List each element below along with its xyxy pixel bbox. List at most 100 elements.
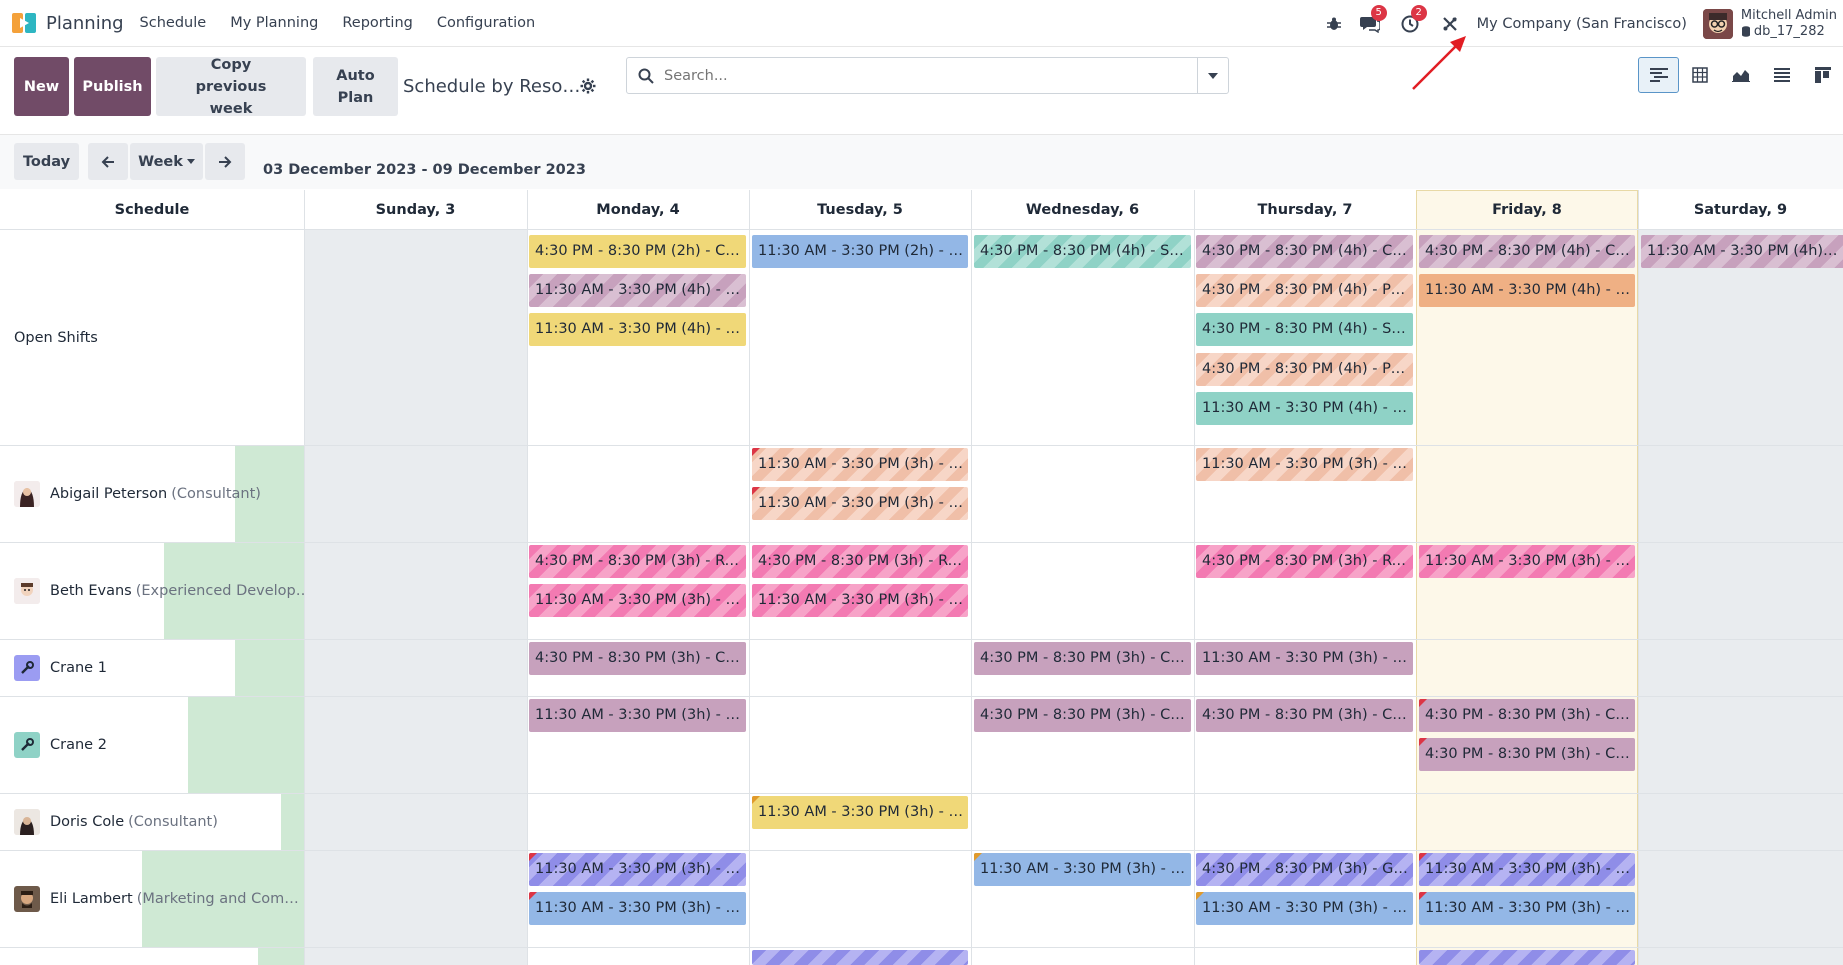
- shift-pill[interactable]: 4:30 PM - 8:30 PM (4h) - Sca…: [1196, 313, 1413, 346]
- previous-button[interactable]: [88, 143, 128, 180]
- shift-label: 4:30 PM - 8:30 PM (3h) - Ge…: [1202, 861, 1413, 877]
- shift-pill[interactable]: 4:30 PM - 8:30 PM (2h) - Co…: [529, 235, 746, 268]
- next-button[interactable]: [205, 143, 245, 180]
- resource-name: Doris Cole: [50, 814, 125, 830]
- kanban-view-icon[interactable]: [1802, 57, 1843, 93]
- shift-label: 11:30 AM - 3:30 PM (4h) - D…: [1425, 282, 1635, 298]
- header-tuesday: Tuesday, 5: [749, 190, 971, 230]
- menu-configuration[interactable]: Configuration: [436, 15, 536, 31]
- row-label: Crane 2: [0, 697, 304, 793]
- shift-pill[interactable]: 4:30 PM - 8:30 PM (3h) - Crane: [1196, 699, 1413, 732]
- new-button[interactable]: New: [14, 57, 69, 116]
- shift-pill[interactable]: 4:30 PM - 8:30 PM (4h) - Sca…: [974, 235, 1191, 268]
- shift-label: 4:30 PM - 8:30 PM (4h) - Crane: [1202, 243, 1413, 259]
- shift-pill[interactable]: 11:30 AM - 3:30 PM (3h) - R…: [752, 584, 968, 617]
- shift-pill[interactable]: 4:30 PM - 8:30 PM (3h) - Crane: [1419, 738, 1635, 771]
- shift-pill[interactable]: 11:30 AM - 3:30 PM (4h) - Cr…: [1641, 235, 1843, 268]
- menu-reporting[interactable]: Reporting: [342, 15, 413, 31]
- list-view-icon[interactable]: [1761, 57, 1802, 93]
- messages-badge: 5: [1370, 4, 1387, 21]
- column-divider: [527, 190, 528, 965]
- shift-label: 11:30 AM - 3:30 PM (3h) - M…: [980, 861, 1191, 877]
- shift-pill[interactable]: 11:30 AM - 3:30 PM (3h) - Cr…: [529, 699, 746, 732]
- shift-pill[interactable]: 4:30 PM - 8:30 PM (3h) - Crane: [529, 642, 746, 675]
- shift-pill[interactable]: 11:30 AM - 3:30 PM (3h) - Cr…: [1196, 642, 1413, 675]
- gantt-row-crane-1: Crane 1: [0, 640, 1843, 697]
- shift-pill[interactable]: 4:30 PM - 8:30 PM (3h) - Crane: [974, 642, 1191, 675]
- shift-pill[interactable]: 11:30 AM - 3:30 PM (4h) - D…: [1419, 274, 1635, 307]
- shift-pill[interactable]: 11:30 AM - 3:30 PM (3h) - G…: [1419, 853, 1635, 886]
- shift-pill[interactable]: 11:30 AM - 3:30 PM (3h) - G…: [752, 487, 968, 520]
- activities-clock-icon[interactable]: 2: [1399, 4, 1427, 35]
- shift-pill[interactable]: 4:30 PM - 8:30 PM (3h) - Crane: [1419, 699, 1635, 732]
- header-sunday: Sunday, 3: [304, 190, 527, 230]
- view-title: Schedule by Reso…: [403, 76, 581, 97]
- shift-pill[interactable]: 11:30 AM - 3:30 PM (3h) - R…: [529, 584, 746, 617]
- copy-previous-week-button[interactable]: Copy previous week: [156, 57, 306, 117]
- avatar: [14, 481, 40, 507]
- messages-icon[interactable]: 5: [1359, 4, 1387, 35]
- debug-bug-icon[interactable]: [1323, 13, 1345, 35]
- shift-label: 4:30 PM - 8:30 PM (4h) - Sca…: [980, 243, 1191, 259]
- shift-pill[interactable]: 4:30 PM - 8:30 PM (3h) - Re…: [752, 545, 968, 578]
- resource-role: (Marketing and Com…: [136, 891, 299, 907]
- shift-pill[interactable]: 11:30 AM - 3:30 PM (3h) - C…: [752, 796, 968, 829]
- header-monday: Monday, 4: [527, 190, 749, 230]
- shift-pill[interactable]: 11:30 AM - 3:30 PM (4h) - Sc…: [1196, 392, 1413, 425]
- shift-pill[interactable]: 4:30 PM - 8:30 PM (3h) - Ge…: [1196, 853, 1413, 886]
- shift-pill[interactable]: 11:30 AM - 3:30 PM (3h) - G…: [529, 853, 746, 886]
- resource-name: Beth Evans: [50, 583, 132, 599]
- shift-label: 11:30 AM - 3:30 PM (4h) - C…: [535, 321, 746, 337]
- shift-label: 4:30 PM - 8:30 PM (3h) - Crane: [1425, 707, 1635, 723]
- shift-pill[interactable]: 4:30 PM - 8:30 PM (4h) - Pro…: [1196, 353, 1413, 386]
- wrench-icon: [14, 732, 40, 758]
- user-name[interactable]: Mitchell Admin: [1740, 7, 1837, 23]
- graph-view-icon[interactable]: [1720, 57, 1761, 93]
- shift-pill[interactable]: 11:30 AM - 3:30 PM (3h) - M…: [1419, 892, 1635, 925]
- shift-label: 11:30 AM - 3:30 PM (2h) - M…: [758, 243, 968, 259]
- shift-pill[interactable]: 4:30 PM - 8:30 PM (4h) - Pro…: [1196, 274, 1413, 307]
- auto-plan-button[interactable]: Auto Plan: [313, 57, 398, 116]
- shift-label: 11:30 AM - 3:30 PM (3h) - M…: [1202, 900, 1413, 916]
- scale-dropdown[interactable]: Week: [130, 143, 203, 180]
- shift-pill[interactable]: 4:30 PM - 8:30 PM (3h) - Re…: [529, 545, 746, 578]
- tools-icon[interactable]: [1439, 13, 1461, 35]
- annotation-arrow: [1412, 36, 1466, 90]
- workload-progress: [164, 543, 304, 639]
- today-button[interactable]: Today: [14, 143, 79, 180]
- gear-icon[interactable]: [580, 78, 596, 98]
- shift-pill[interactable]: 11:30 AM - 3:30 PM (3h) - R…: [1419, 545, 1635, 578]
- resource-name: Eli Lambert: [50, 891, 133, 907]
- shift-pill[interactable]: 11:30 AM - 3:30 PM (4h) - C…: [529, 313, 746, 346]
- shift-pill-partial[interactable]: [1419, 950, 1635, 965]
- company-switcher[interactable]: My Company (San Francisco): [1476, 15, 1687, 32]
- publish-button[interactable]: Publish: [74, 57, 151, 116]
- shift-pill[interactable]: 4:30 PM - 8:30 PM (3h) - Crane: [974, 699, 1191, 732]
- gantt-grid: Schedule Sunday, 3 Monday, 4 Tuesday, 5 …: [0, 190, 1843, 965]
- shift-pill[interactable]: 11:30 AM - 3:30 PM (3h) - M…: [1196, 892, 1413, 925]
- shift-label: 11:30 AM - 3:30 PM (4h) - Cr…: [535, 282, 746, 298]
- menu-my-planning[interactable]: My Planning: [230, 15, 319, 31]
- shift-label: 4:30 PM - 8:30 PM (3h) - Crane: [980, 707, 1191, 723]
- shift-pill-partial[interactable]: [752, 950, 968, 965]
- search-input[interactable]: [664, 67, 1184, 84]
- shift-pill[interactable]: 11:30 AM - 3:30 PM (3h) - M…: [529, 892, 746, 925]
- workload-progress: [142, 851, 304, 947]
- user-avatar[interactable]: [1702, 8, 1733, 39]
- column-divider: [1194, 190, 1195, 965]
- shift-pill[interactable]: 4:30 PM - 8:30 PM (4h) - Crane: [1196, 235, 1413, 268]
- shift-pill[interactable]: 11:30 AM - 3:30 PM (3h) - M…: [974, 853, 1191, 886]
- gantt-view-icon[interactable]: [1638, 57, 1679, 93]
- shift-pill[interactable]: 11:30 AM - 3:30 PM (3h) - G…: [1196, 448, 1413, 481]
- shift-pill[interactable]: 11:30 AM - 3:30 PM (2h) - M…: [752, 235, 968, 268]
- menu-schedule[interactable]: Schedule: [139, 15, 207, 31]
- calendar-view-icon[interactable]: [1679, 57, 1720, 93]
- shift-pill[interactable]: 11:30 AM - 3:30 PM (3h) - G…: [752, 448, 968, 481]
- header-wednesday: Wednesday, 6: [971, 190, 1194, 230]
- shift-label: 11:30 AM - 3:30 PM (3h) - R…: [758, 592, 968, 608]
- shift-pill[interactable]: 4:30 PM - 8:30 PM (4h) - Crane: [1419, 235, 1635, 268]
- search-options-toggle[interactable]: [1197, 58, 1228, 93]
- shift-pill[interactable]: 4:30 PM - 8:30 PM (3h) - Re…: [1196, 545, 1413, 578]
- app-brand[interactable]: Planning: [10, 9, 140, 37]
- shift-pill[interactable]: 11:30 AM - 3:30 PM (4h) - Cr…: [529, 274, 746, 307]
